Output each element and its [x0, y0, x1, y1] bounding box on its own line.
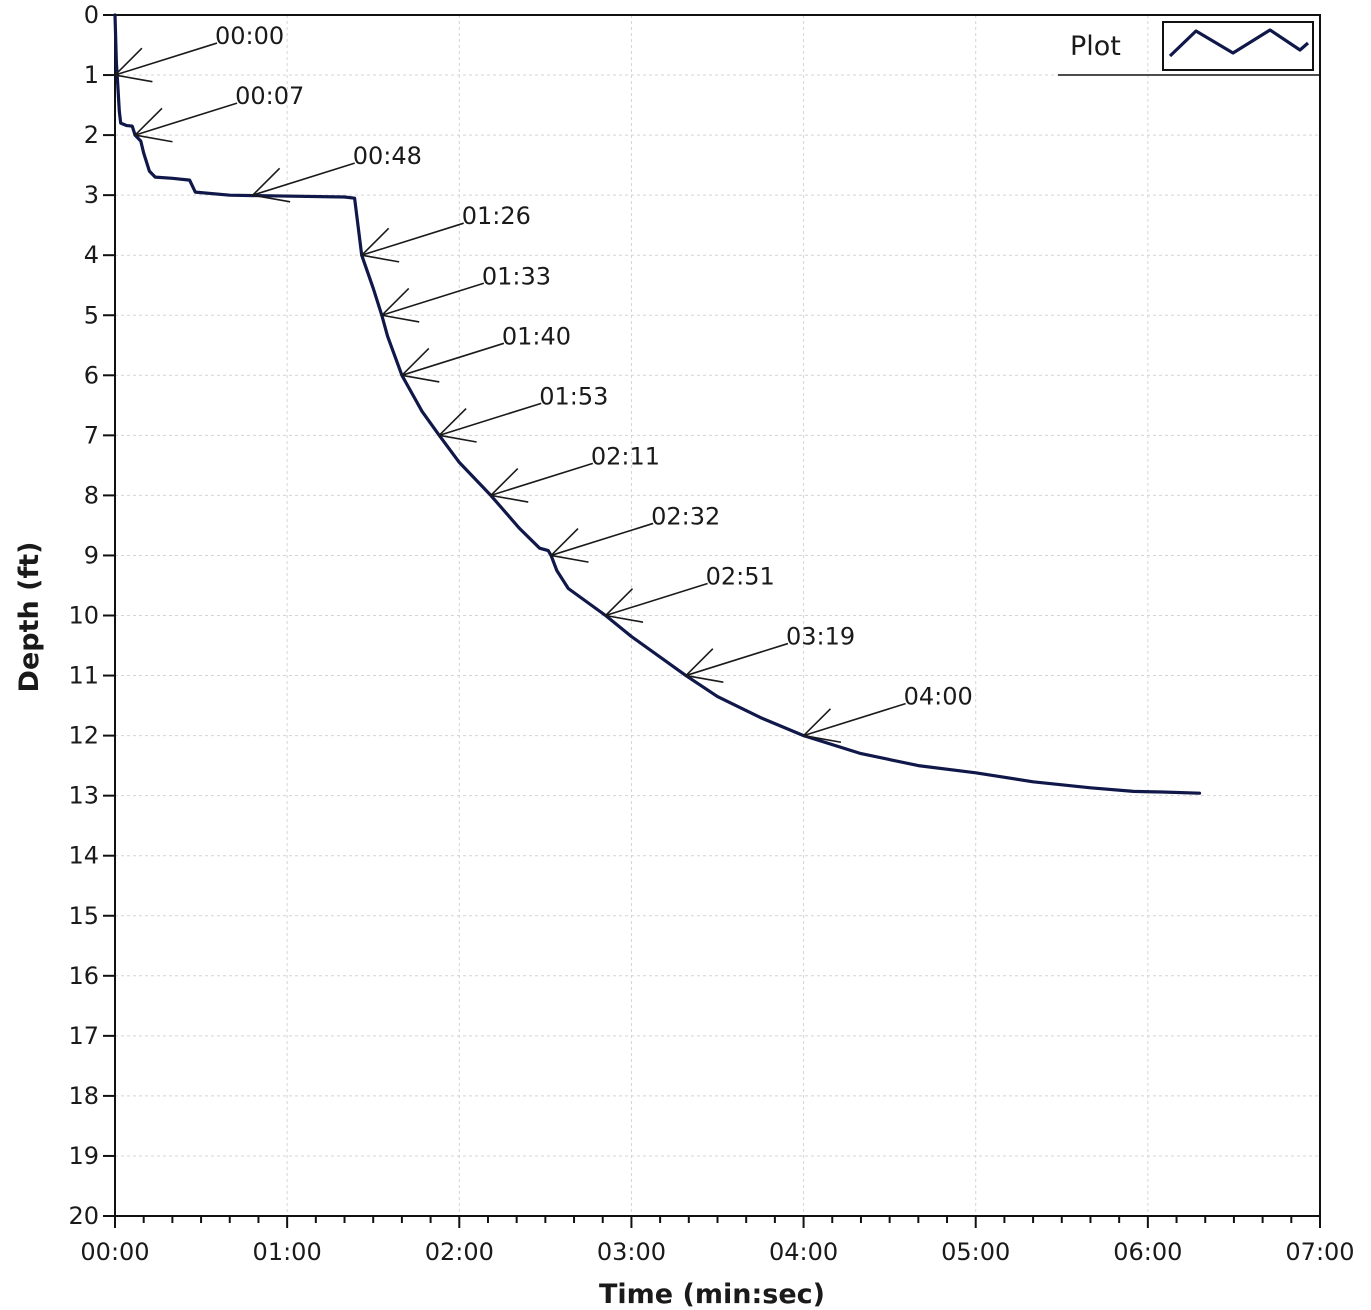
- annotations: 00:00 00:07 00:48 01:26 01:33 01:40 01:53 02:11…: [113, 22, 973, 744]
- annotation-arrowhead: [489, 468, 529, 503]
- annotation-label: 00:07: [235, 82, 304, 110]
- annotation-arrowhead: [251, 167, 291, 203]
- y-tick-label: 11: [68, 662, 99, 690]
- annotation-arrowhead: [133, 107, 173, 143]
- annotation-leader-line: [361, 222, 464, 256]
- y-tick-label: 5: [84, 301, 99, 329]
- x-axis: 00:00 01:00 02:00 03:00 04:00 05:00 06:00 07:00: [80, 1216, 1355, 1266]
- y-tick-label: 6: [84, 361, 99, 389]
- annotation-02-32: 02:32: [549, 502, 720, 563]
- x-tick-label: 06:00: [1113, 1238, 1182, 1266]
- x-tick-label: 02:00: [425, 1238, 494, 1266]
- x-tick-label: 07:00: [1285, 1238, 1354, 1266]
- y-tick-label: 15: [68, 902, 99, 930]
- annotation-arrowhead: [549, 528, 589, 563]
- y-tick-label: 19: [68, 1142, 99, 1170]
- annotation-label: 01:26: [462, 202, 531, 230]
- annotation-01-53: 01:53: [437, 382, 608, 443]
- annotation-label: 01:33: [482, 262, 551, 290]
- y-tick-label: 9: [84, 541, 99, 569]
- y-tick-label: 0: [84, 1, 99, 29]
- x-tick-label: 03:00: [597, 1238, 666, 1266]
- grid-lines: [115, 15, 1320, 1216]
- x-tick-label: 05:00: [941, 1238, 1010, 1266]
- y-tick-label: 10: [68, 602, 99, 630]
- annotation-label: 00:48: [353, 142, 422, 170]
- y-tick-label: 3: [84, 181, 99, 209]
- annotation-leader-line: [803, 702, 906, 737]
- annotation-label: 02:51: [706, 563, 775, 591]
- annotation-arrowhead: [113, 47, 153, 83]
- annotation-arrowhead: [437, 407, 477, 443]
- y-tick-label: 18: [68, 1082, 99, 1110]
- annotation-leader-line: [550, 522, 654, 557]
- annotation-01-33: 01:33: [380, 262, 551, 323]
- annotation-02-11: 02:11: [489, 442, 660, 503]
- legend: Plot: [1058, 21, 1320, 76]
- annotation-leader-line: [381, 282, 485, 317]
- annotation-04-00: 04:00: [801, 683, 973, 744]
- y-tick-label: 4: [84, 241, 99, 269]
- y-tick-label: 13: [68, 782, 99, 810]
- y-tick-label: 12: [68, 722, 99, 750]
- annotation-arrowhead: [684, 648, 724, 683]
- annotation-00-48: 00:48: [251, 142, 422, 203]
- annotation-label: 01:53: [539, 382, 608, 410]
- annotation-02-51: 02:51: [603, 563, 775, 623]
- annotation-arrowhead: [801, 708, 842, 744]
- x-tick-label: 01:00: [253, 1238, 322, 1266]
- annotation-label: 00:00: [215, 22, 284, 50]
- annotation-leader-line: [401, 342, 505, 377]
- annotation-01-40: 01:40: [400, 322, 571, 383]
- y-tick-label: 7: [84, 421, 99, 449]
- annotation-label: 01:40: [502, 322, 571, 350]
- annotation-leader-line: [438, 402, 542, 437]
- y-tick-label: 14: [68, 842, 99, 870]
- x-tick-label: 00:00: [80, 1238, 149, 1266]
- annotation-leader-line: [134, 102, 238, 136]
- annotation-label: 03:19: [786, 623, 855, 651]
- annotation-leader-line: [114, 42, 218, 76]
- annotation-03-19: 03:19: [684, 623, 855, 683]
- annotation-leader-line: [252, 162, 355, 196]
- annotation-arrowhead: [380, 287, 420, 323]
- series-line-plot: [113, 13, 1202, 795]
- legend-swatch: [1162, 21, 1314, 71]
- annotation-00-07: 00:07: [133, 82, 304, 143]
- y-tick-label: 20: [68, 1202, 99, 1230]
- annotation-label: 04:00: [904, 683, 973, 711]
- y-tick-label: 17: [68, 1022, 99, 1050]
- annotation-label: 02:32: [651, 502, 720, 530]
- x-axis-title: Time (min:sec): [599, 1279, 825, 1310]
- y-axis-title: Depth (ft): [14, 542, 45, 693]
- annotation-leader-line: [605, 582, 708, 617]
- y-tick-label: 16: [68, 962, 99, 990]
- annotation-00-00: 00:00: [113, 22, 284, 83]
- x-tick-label: 04:00: [769, 1238, 838, 1266]
- y-tick-label: 1: [84, 61, 99, 89]
- annotation-01-26: 01:26: [360, 202, 531, 263]
- y-tick-label: 8: [84, 481, 99, 509]
- annotation-leader-line: [685, 642, 789, 677]
- annotation-arrowhead: [360, 227, 400, 263]
- annotation-label: 02:11: [591, 442, 660, 470]
- legend-swatch-line: [1168, 28, 1310, 58]
- legend-label: Plot: [1070, 31, 1121, 62]
- annotation-leader-line: [490, 462, 594, 497]
- y-tick-label: 2: [84, 121, 99, 149]
- annotation-arrowhead: [603, 588, 644, 623]
- annotation-arrowhead: [400, 347, 440, 383]
